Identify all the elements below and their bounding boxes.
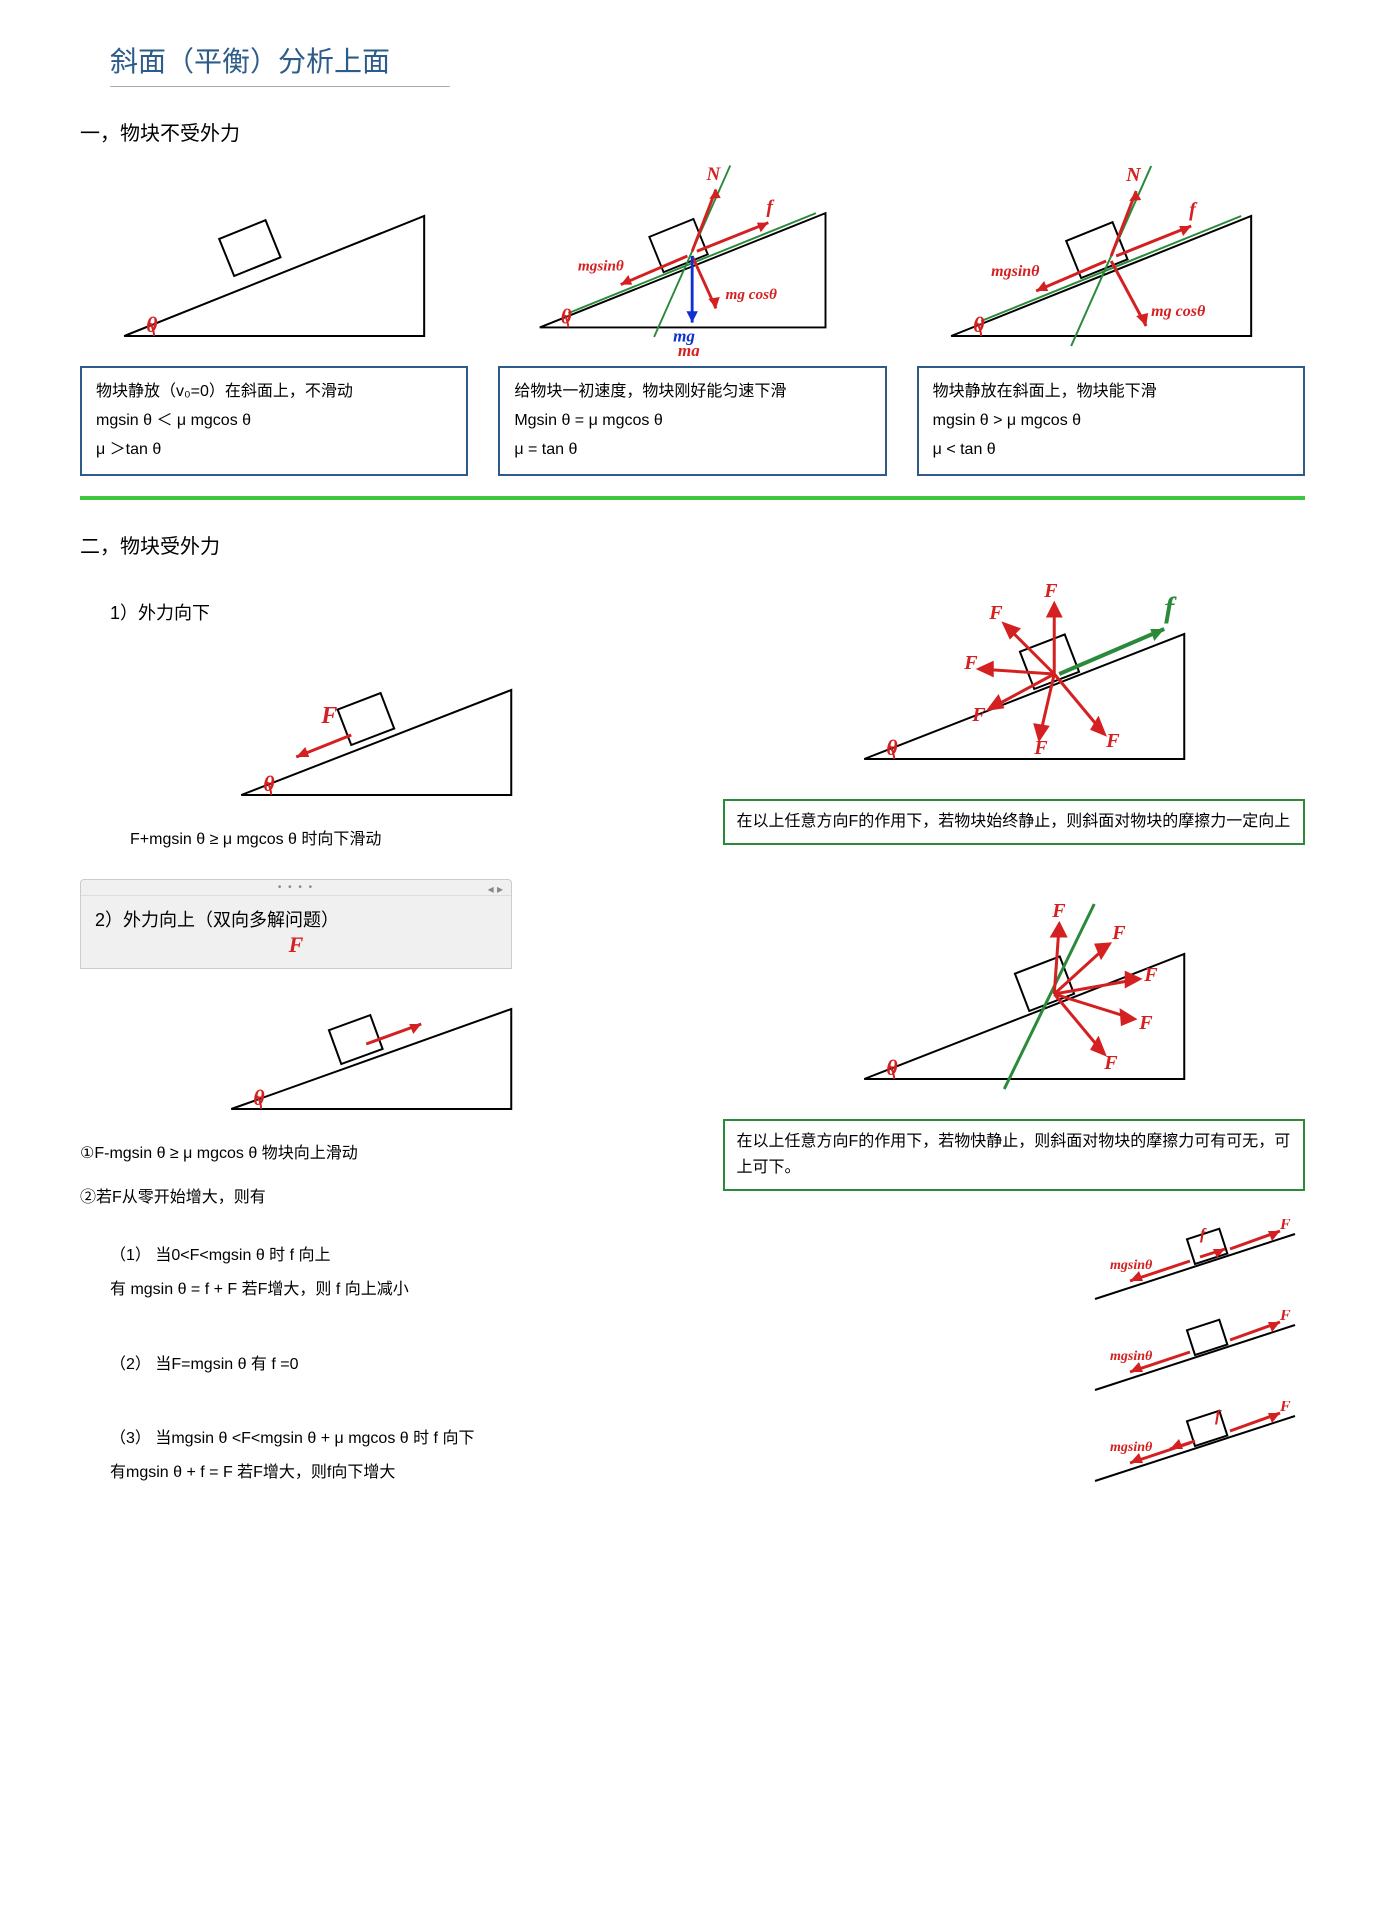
bluebox-1: 物块静放（v₀=0）在斜面上，不滑动 mgsin θ ＜ μ mgcos θ μ… [80,366,468,476]
diagram-sub2-left: θ [80,969,663,1129]
bluebox-3: 物块静放在斜面上，物块能下滑 mgsin θ > μ mgcos θ μ < t… [917,366,1305,476]
svg-text:mgsinθ: mgsinθ [991,263,1040,280]
green-divider [80,496,1305,500]
diagram-sub1-left: F θ [80,635,663,815]
svg-text:mg cosθ: mg cosθ [726,286,778,303]
svg-text:θ: θ [886,735,898,760]
box1-l1: 物块静放（v₀=0）在斜面上，不滑动 [96,378,452,407]
svg-text:mg cosθ: mg cosθ [1151,303,1206,320]
tab-header: • • • • ◂ ▸ 2）外力向上（双向多解问题） F [80,879,512,969]
svg-text:F: F [988,602,1003,624]
svg-text:F: F [320,703,337,729]
case3b: 有mgsin θ + f = F 若F增大，则f向下增大 [110,1459,1075,1488]
svg-text:F: F [1138,1012,1153,1034]
box3-l1: 物块静放在斜面上，物块能下滑 [933,378,1289,407]
F-label: F [95,932,497,958]
svg-text:θ: θ [886,1055,898,1080]
mini-diagram-1: mgsinθ f F [1085,1219,1305,1309]
svg-text:F: F [1103,1052,1118,1074]
svg-text:mgsinθ: mgsinθ [1110,1349,1153,1364]
svg-text:F: F [1279,1219,1291,1233]
svg-text:θ: θ [253,1085,265,1110]
greenbox2: 在以上任意方向F的作用下，若物快静止，则斜面对物块的摩擦力可有可无，可上可下。 [723,1119,1306,1190]
tab-arrows-icon: ◂ ▸ [488,882,503,896]
cell-1: θ 物块静放（v₀=0）在斜面上，不滑动 mgsin θ ＜ μ mgcos θ… [80,156,468,476]
svg-text:N: N [706,164,722,185]
svg-text:F: F [1143,964,1158,986]
diagram-3: N f mgsinθ mg cosθ θ [917,156,1305,356]
svg-text:f: f [1189,199,1198,221]
case3a: （3） 当mgsin θ <F<mgsin θ + μ mgcos θ 时 f … [110,1425,1075,1454]
mini-diagram-2: mgsinθ F [1085,1310,1305,1400]
diagram-2: N f mgsinθ mg cosθ mg mg θ [498,156,886,356]
section1-row: θ 物块静放（v₀=0）在斜面上，不滑动 mgsin θ ＜ μ mgcos θ… [80,156,1305,476]
cell-2: N f mgsinθ mg cosθ mg mg θ [498,156,886,476]
svg-text:θ: θ [973,312,985,337]
svg-text:F: F [963,652,978,674]
case1a: （1） 当0<F<mgsin θ 时 f 向上 [110,1242,1075,1271]
tab-dots-icon: • • • • [81,880,511,896]
svg-text:f: f [767,197,775,218]
bluebox-2: 给物块一初速度，物块刚好能匀速下滑 Mgsin θ = μ mgcos θ μ … [498,366,886,476]
svg-text:F: F [1033,737,1048,759]
sub2-row: • • • • ◂ ▸ 2）外力向上（双向多解问题） F θ ①F-mgsin … [80,859,1305,1217]
svg-text:f: f [1200,1226,1207,1243]
page-title: 斜面（平衡）分析上面 [110,40,450,87]
box3-l3: μ < tan θ [933,436,1289,465]
case1b: 有 mgsin θ = f + F 若F增大，则 f 向上减小 [110,1276,1075,1305]
mini-diagram-3: mgsinθ f F [1085,1401,1305,1491]
svg-text:F: F [1279,1401,1291,1415]
greenbox1: 在以上任意方向F的作用下，若物块始终静止，则斜面对物块的摩擦力一定向上 [723,799,1306,845]
case3-row: （3） 当mgsin θ <F<mgsin θ + μ mgcos θ 时 f … [80,1400,1305,1493]
svg-text:N: N [1125,164,1142,186]
box2-l1: 给物块一初速度，物块刚好能匀速下滑 [514,378,870,407]
case1-row: （1） 当0<F<mgsin θ 时 f 向上 有 mgsin θ = f + … [80,1217,1305,1310]
svg-text:mgsinθ: mgsinθ [1110,1258,1153,1273]
box3-l2: mgsin θ > μ mgcos θ [933,407,1289,436]
svg-text:F: F [1043,580,1058,602]
box1-l3: μ ＞tan θ [96,436,452,465]
box2-l2: Mgsin θ = μ mgcos θ [514,407,870,436]
cell-3: N f mgsinθ mg cosθ θ 物块静放在斜面上，物块能下滑 mgsi… [917,156,1305,476]
svg-text:F: F [1105,730,1120,752]
box1-l2: mgsin θ ＜ μ mgcos θ [96,407,452,436]
svg-text:mg: mg [678,341,700,356]
sub1-heading: 1）外力向下 [110,599,663,625]
formula3: ②若F从零开始增大，则有 [80,1183,663,1207]
formula2: ①F-mgsin θ ≥ μ mgcos θ 物块向上滑动 [80,1139,663,1163]
svg-text:F: F [971,704,986,726]
svg-text:F: F [1051,900,1066,922]
box2-l3: μ = tan θ [514,436,870,465]
section2-heading: 二，物块受外力 [80,530,1305,559]
diagram-1: θ [80,156,468,356]
section1-heading: 一，物块不受外力 [80,117,1305,146]
svg-text:θ: θ [263,771,275,796]
formula1: F+mgsin θ ≥ μ mgcos θ 时向下滑动 [130,825,663,849]
case2: （2） 当F=mgsin θ 有 f =0 [110,1351,1075,1380]
svg-text:mgsinθ: mgsinθ [1110,1440,1153,1455]
svg-text:F: F [1279,1310,1291,1324]
case2-row: （2） 当F=mgsin θ 有 f =0 mgsinθ F [80,1310,1305,1400]
svg-text:F: F [1111,922,1126,944]
diagram-sub1-right: f F F F F F F θ [723,569,1306,789]
diagram-sub2-right: F F F F F θ [723,889,1306,1109]
theta-label: θ [146,312,158,337]
svg-text:mgsinθ: mgsinθ [578,257,624,274]
svg-text:f: f [1164,591,1177,624]
sub1-row: 1）外力向下 F θ F+mgsin θ ≥ μ mgcos θ 时向下滑动 [80,569,1305,859]
sub2-heading: 2）外力向上（双向多解问题） [95,910,339,930]
